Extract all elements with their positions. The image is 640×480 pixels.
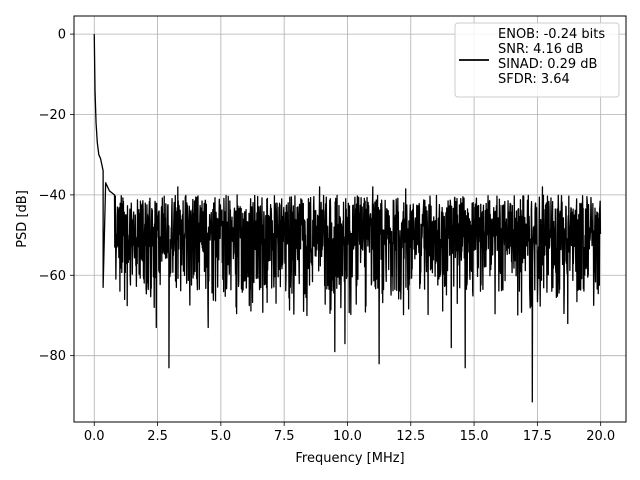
legend-line-sinad: SINAD: 0.29 dB (498, 57, 597, 72)
x-tick-label: 10.0 (333, 429, 362, 444)
x-tick-label: 20.0 (586, 429, 615, 444)
legend-line-sfdr: SFDR: 3.64 (498, 72, 570, 87)
x-tick-label: 17.5 (523, 429, 552, 444)
y-tick-label: −80 (39, 349, 66, 364)
y-tick-label: 0 (58, 28, 66, 43)
y-axis-label: PSD [dB] (15, 190, 30, 248)
axes-frame (73, 15, 627, 423)
legend-line-snr: SNR: 4.16 dB (498, 42, 583, 57)
y-axis-ticks: 0 −20 −40 −60 −80 (39, 28, 74, 364)
y-tick-label: −40 (39, 188, 66, 203)
legend: ENOB: -0.24 bits SNR: 4.16 dB SINAD: 0.2… (454, 22, 620, 98)
x-tick-label: 5.0 (211, 429, 232, 444)
x-tick-label: 7.5 (274, 429, 295, 444)
x-tick-label: 12.5 (396, 429, 425, 444)
x-tick-label: 2.5 (147, 429, 168, 444)
x-axis-ticks: 0.0 2.5 5.0 7.5 10.0 12.5 15.0 17.5 20.0 (84, 422, 615, 444)
x-tick-label: 15.0 (460, 429, 489, 444)
plot-area (93, 34, 602, 403)
x-axis-label: Frequency [MHz] (295, 451, 404, 466)
y-tick-label: −60 (39, 269, 66, 284)
legend-box (454, 22, 620, 98)
x-tick-label: 0.0 (84, 429, 105, 444)
legend-line-enob: ENOB: -0.24 bits (498, 27, 605, 42)
y-tick-label: −20 (39, 108, 66, 123)
psd-series-line (93, 34, 602, 403)
